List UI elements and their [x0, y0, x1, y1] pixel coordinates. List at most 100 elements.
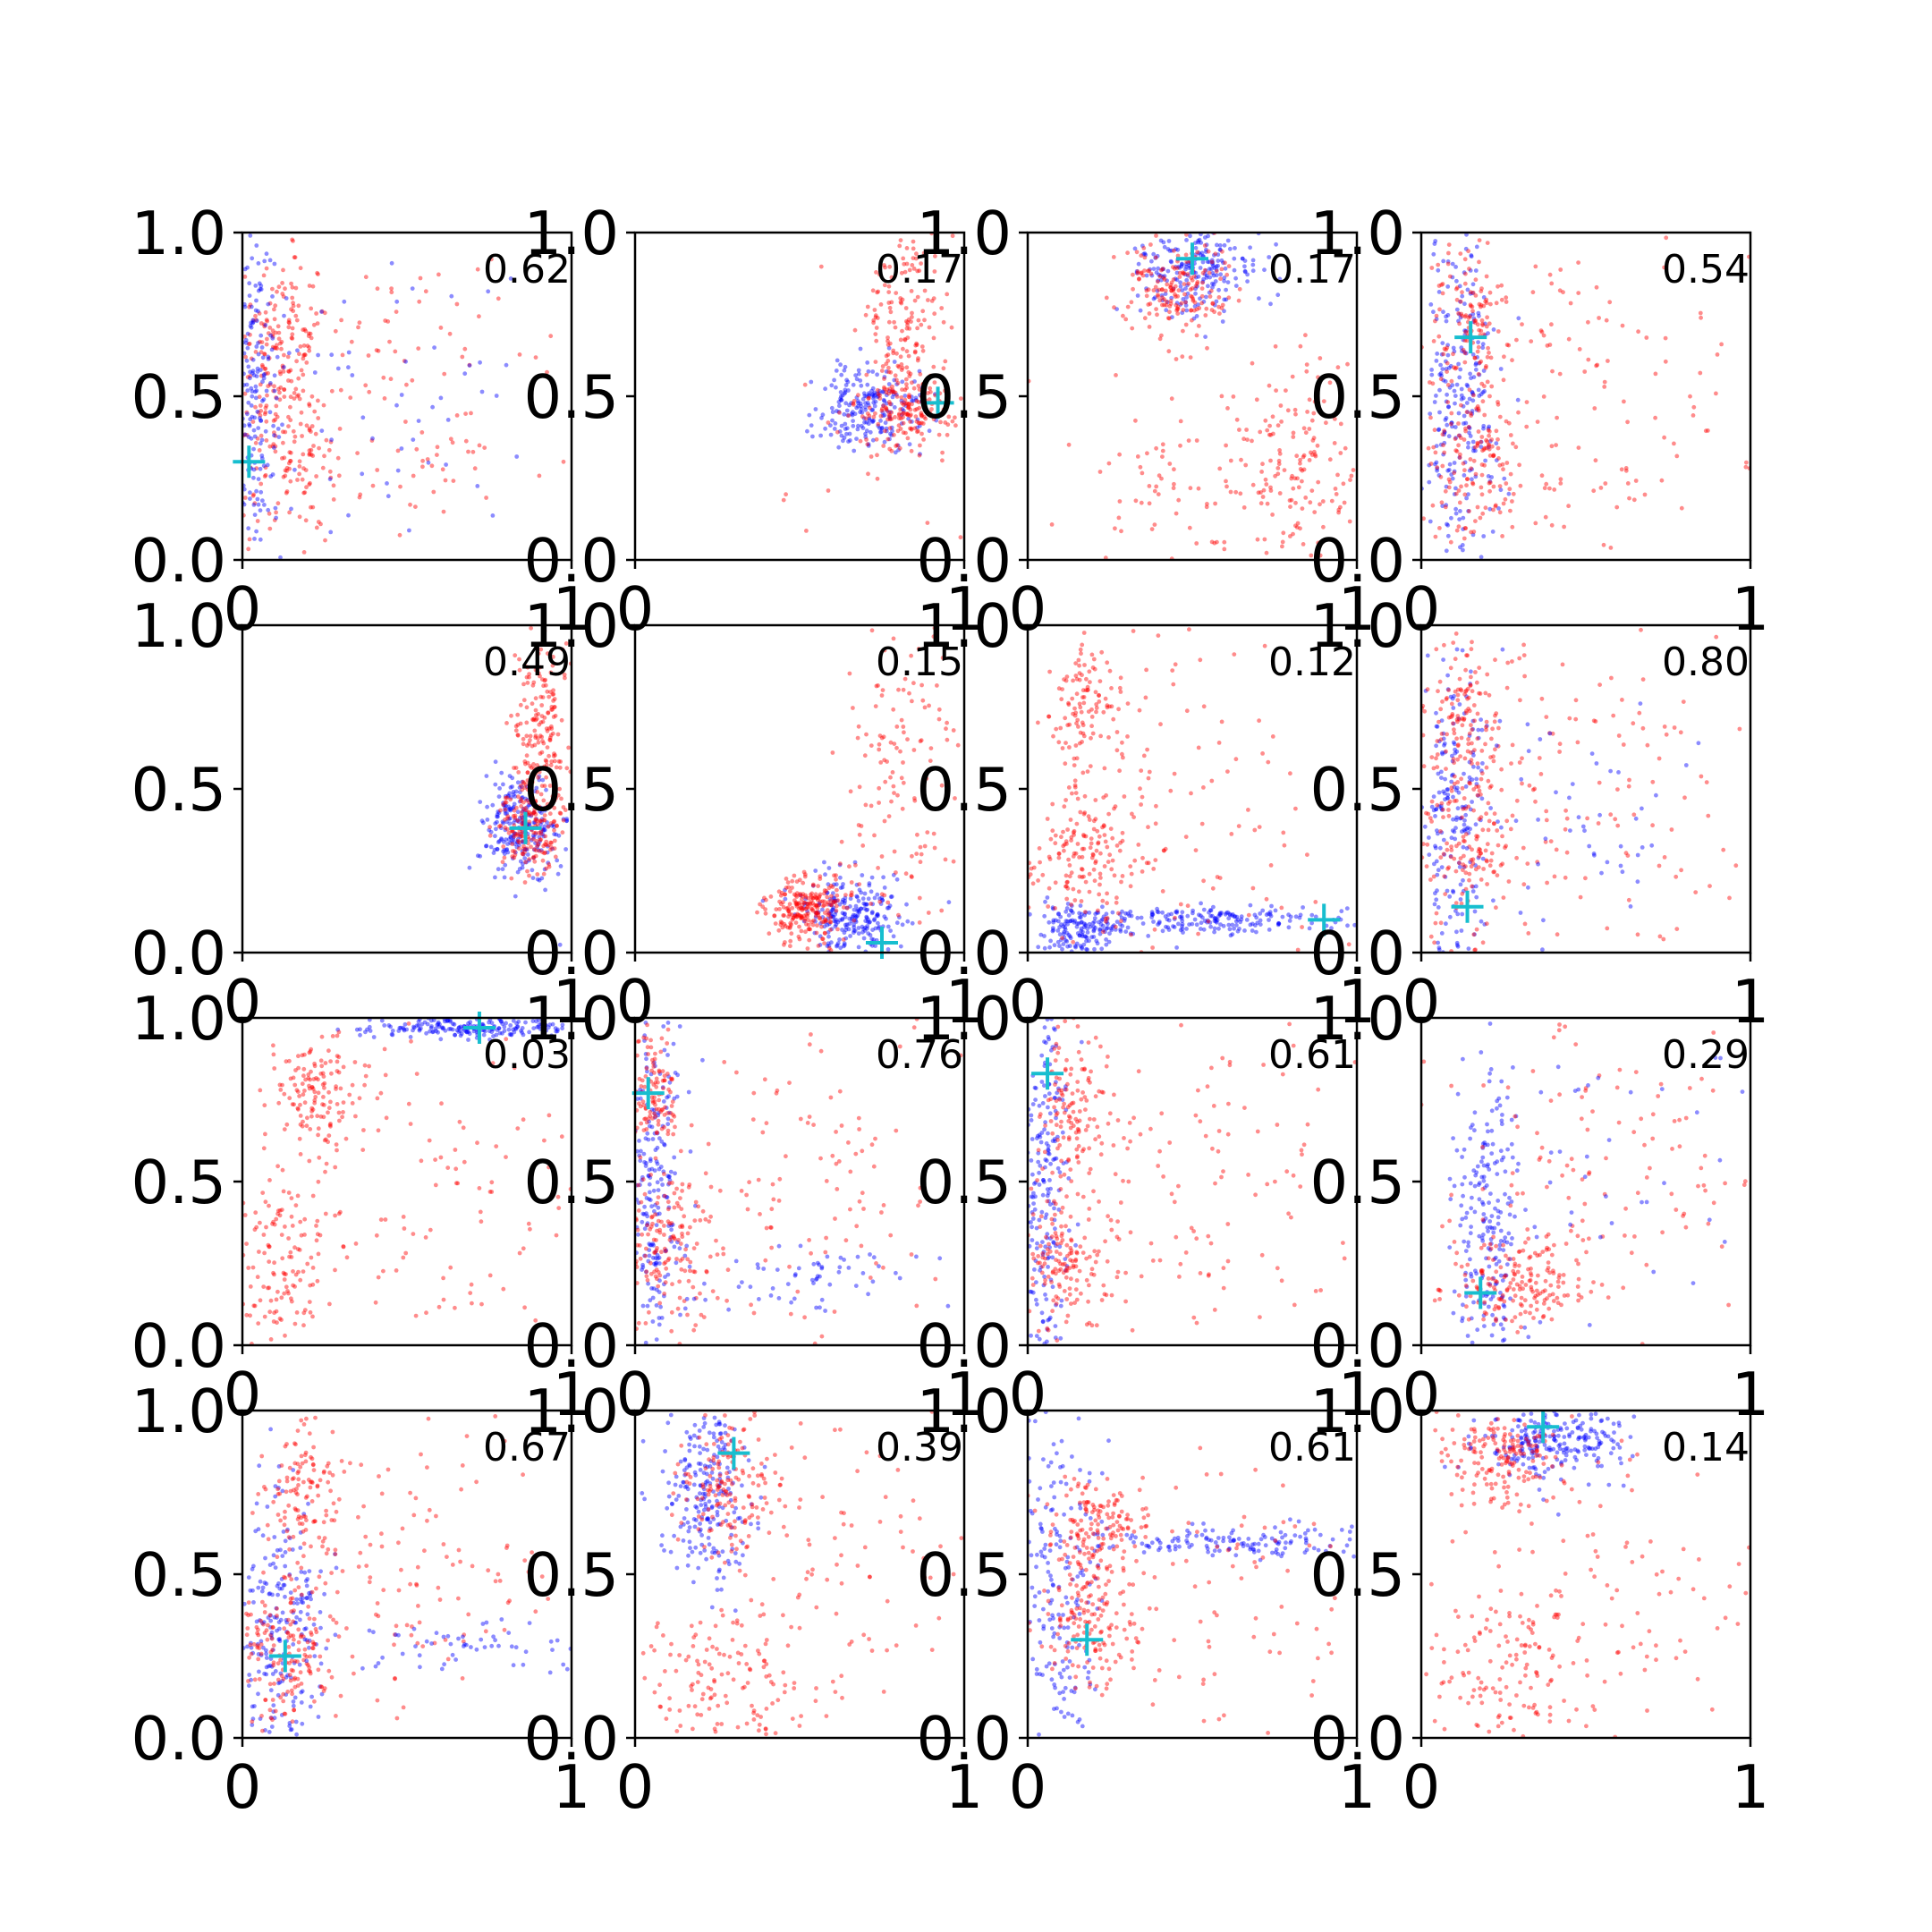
scatter-point-series_b: [1265, 428, 1270, 433]
scatter-point-series_b: [779, 891, 784, 895]
scatter-point-series_a: [1267, 911, 1273, 917]
scatter-point-series_a: [1443, 379, 1448, 384]
scatter-point-series_a: [534, 817, 539, 821]
scatter-point-series_b: [914, 251, 919, 257]
scatter-point-series_b: [357, 320, 362, 326]
scatter-point-series_a: [248, 490, 252, 496]
scatter-point-series_a: [411, 437, 416, 442]
scatter-point-series_a: [481, 820, 486, 826]
scatter-point-series_b: [498, 823, 504, 828]
scatter-point-series_b: [1493, 504, 1498, 509]
scatter-point-series_a: [1201, 299, 1207, 304]
scatter-point-series_a: [1250, 258, 1256, 263]
scatter-point-series_a: [520, 815, 525, 820]
scatter-point-series_b: [301, 452, 306, 457]
scatter-point-series_a: [863, 407, 868, 412]
scatter-point-series_b: [869, 902, 873, 906]
scatter-point-series_b: [545, 651, 550, 656]
scatter-point-series_b: [307, 284, 312, 288]
scatter-point-series_b: [1494, 905, 1498, 911]
scatter-point-series_b: [1459, 311, 1464, 317]
scatter-point-series_b: [799, 915, 804, 920]
scatter-point-series_b: [1109, 686, 1114, 691]
scatter-point-series_a: [863, 431, 868, 436]
scatter-point-series_b: [1125, 304, 1131, 309]
y-tick-label: 0.5: [523, 362, 619, 432]
scatter-point-series_b: [1440, 463, 1445, 469]
scatter-point-series_b: [799, 905, 803, 911]
scatter-point-series_a: [495, 814, 499, 819]
scatter-point-series_a: [1498, 487, 1504, 493]
y-tick-label: 0.5: [523, 755, 619, 825]
scatter-point-series_b: [1180, 354, 1185, 360]
scatter-point-series_b: [809, 906, 814, 911]
scatter-point-series_a: [809, 423, 814, 428]
scatter-point-series_a: [1431, 808, 1436, 813]
scatter-point-series_b: [292, 439, 297, 445]
scatter-point-series_a: [1479, 445, 1484, 449]
scatter-point-series_b: [561, 805, 566, 809]
scatter-point-series_a: [1097, 919, 1101, 925]
scatter-point-series_b: [1098, 733, 1103, 739]
scatter-point-series_a: [833, 924, 838, 929]
scatter-point-series_b: [1479, 286, 1484, 291]
scatter-point-series_a: [350, 373, 355, 377]
scatter-point-series_b: [463, 438, 469, 444]
scatter-point-series_a: [255, 369, 260, 374]
scatter-point-series_a: [1085, 930, 1090, 935]
scatter-point-series_b: [283, 286, 287, 292]
scatter-point-series_b: [944, 726, 948, 732]
scatter-point-series_b: [1487, 446, 1492, 452]
scatter-point-series_b: [1435, 465, 1440, 470]
scatter-point-series_a: [1179, 264, 1184, 269]
scatter-point-series_b: [1071, 939, 1076, 945]
scatter-point-series_b: [503, 795, 508, 801]
scatter-point-series_a: [1099, 918, 1104, 923]
highlight-marker: [921, 386, 954, 419]
scatter-point-series_b: [1460, 290, 1464, 295]
scatter-point-series_b: [1232, 652, 1237, 657]
scatter-point-series_b: [1090, 665, 1096, 670]
scatter-point-series_b: [1479, 439, 1483, 445]
scatter-point-series_b: [542, 628, 547, 633]
scatter-point-series_b: [509, 876, 514, 881]
scatter-point-series_a: [884, 428, 889, 434]
scatter-point-series_a: [1468, 826, 1472, 832]
scatter-point-series_b: [1169, 288, 1174, 293]
scatter-point-series_a: [1067, 944, 1072, 948]
scatter-point-series_b: [521, 807, 526, 812]
scatter-point-series_a: [872, 895, 877, 901]
scatter-point-series_b: [529, 790, 533, 794]
scatter-point-series_b: [1276, 458, 1282, 463]
scatter-point-series_b: [1557, 741, 1563, 747]
scatter-point-series_b: [1552, 487, 1557, 492]
scatter-point-series_b: [889, 799, 894, 804]
scatter-point-series_b: [886, 413, 892, 418]
scatter-point-series_b: [1183, 300, 1188, 305]
scatter-point-series_a: [386, 494, 391, 499]
scatter-point-series_a: [1194, 314, 1199, 318]
scatter-point-series_b: [1425, 687, 1430, 692]
scatter-point-series_a: [1494, 743, 1499, 748]
scatter-point-series_b: [1510, 659, 1514, 664]
scatter-point-series_b: [1493, 713, 1497, 718]
scatter-point-series_b: [905, 411, 911, 416]
scatter-point-series_b: [1514, 855, 1519, 860]
scatter-point-series_a: [878, 419, 883, 423]
scatter-point-series_b: [1455, 780, 1461, 784]
scatter-point-series_a: [504, 847, 510, 852]
scatter-point-series_a: [1090, 920, 1096, 926]
scatter-point-series_a: [1454, 785, 1460, 791]
scatter-point-series_b: [1435, 739, 1440, 743]
scatter-point-series_b: [1073, 791, 1079, 795]
scatter-point-series_b: [275, 324, 281, 329]
scatter-point-series_a: [508, 808, 513, 813]
scatter-point-series_a: [246, 400, 251, 405]
scatter-point-series_b: [1439, 283, 1444, 287]
scatter-point-series_a: [836, 445, 842, 450]
scatter-point-series_b: [862, 753, 868, 758]
scatter-point-series_a: [1468, 371, 1472, 377]
scatter-point-series_a: [854, 395, 860, 400]
scatter-point-series_b: [907, 691, 911, 696]
scatter-point-series_b: [1160, 454, 1165, 459]
